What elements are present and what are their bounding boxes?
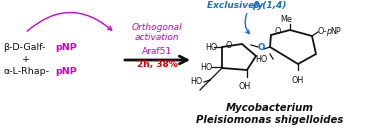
- Text: pNP: pNP: [55, 43, 77, 51]
- Text: HO: HO: [205, 43, 217, 51]
- Text: O-: O-: [318, 27, 328, 37]
- Text: β-D-Galf-: β-D-Galf-: [3, 43, 45, 51]
- FancyArrowPatch shape: [27, 13, 112, 31]
- Text: OH: OH: [292, 76, 304, 85]
- Text: O: O: [257, 44, 265, 53]
- Text: Orthogonal: Orthogonal: [132, 23, 182, 32]
- Text: Pleisiomonas shigelloides: Pleisiomonas shigelloides: [196, 115, 344, 125]
- FancyArrowPatch shape: [245, 14, 249, 34]
- Text: β-(1,4): β-(1,4): [252, 1, 287, 10]
- Text: HO: HO: [200, 62, 212, 72]
- Text: HO: HO: [190, 77, 202, 86]
- Text: 2h, 38%: 2h, 38%: [136, 60, 177, 70]
- Text: activation: activation: [135, 34, 179, 43]
- Text: +: +: [22, 55, 30, 65]
- Text: Exclusively: Exclusively: [207, 1, 267, 10]
- Text: O: O: [226, 41, 232, 50]
- Text: Mycobacterium: Mycobacterium: [226, 103, 314, 113]
- Text: α-L-Rhap-: α-L-Rhap-: [3, 67, 49, 77]
- Text: O: O: [275, 27, 281, 37]
- Text: p: p: [326, 27, 331, 37]
- Text: HO: HO: [256, 55, 268, 63]
- Text: pNP: pNP: [55, 67, 77, 77]
- Text: OH: OH: [239, 82, 251, 91]
- Text: NP: NP: [330, 27, 341, 37]
- Text: Me: Me: [280, 15, 292, 24]
- Text: Araf51: Araf51: [142, 46, 172, 55]
